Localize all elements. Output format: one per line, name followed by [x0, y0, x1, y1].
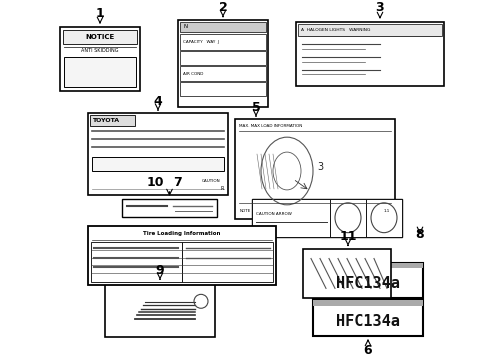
- Text: HFC134a: HFC134a: [335, 276, 399, 291]
- Bar: [182, 242, 272, 282]
- Text: 7: 7: [173, 176, 182, 189]
- Text: MAX. MAX LOAD INFORMATION: MAX. MAX LOAD INFORMATION: [239, 124, 302, 128]
- Text: 8: 8: [415, 228, 424, 241]
- Text: R: R: [220, 186, 224, 192]
- Text: 4: 4: [153, 95, 162, 108]
- Text: 2: 2: [218, 1, 227, 14]
- Bar: [60, 27, 140, 91]
- Bar: [312, 300, 422, 306]
- Bar: [88, 226, 275, 285]
- Text: Tire Loading Information: Tire Loading Information: [143, 231, 220, 236]
- Bar: [180, 22, 265, 32]
- Bar: [251, 199, 401, 237]
- Text: ANTI SKIDDING: ANTI SKIDDING: [81, 48, 119, 53]
- Bar: [297, 24, 441, 36]
- Text: 10: 10: [146, 176, 164, 189]
- Text: N: N: [183, 24, 187, 29]
- Text: 6: 6: [363, 343, 371, 356]
- Bar: [329, 199, 365, 237]
- Bar: [88, 113, 227, 195]
- Text: CAUTION: CAUTION: [201, 179, 220, 183]
- Bar: [178, 20, 267, 107]
- Text: 9: 9: [155, 264, 164, 277]
- Text: 1: 1: [96, 7, 104, 20]
- Text: NOTE: NOTE: [240, 209, 251, 213]
- Bar: [365, 199, 401, 237]
- Bar: [312, 300, 422, 336]
- Text: TOYOTA: TOYOTA: [92, 118, 119, 123]
- Text: AIR COND: AIR COND: [183, 72, 203, 76]
- Text: A  HALOGEN LIGHTS   WARNING: A HALOGEN LIGHTS WARNING: [301, 28, 369, 32]
- Text: CAPACITY   WAY  J: CAPACITY WAY J: [183, 40, 219, 44]
- Text: 1.1: 1.1: [383, 209, 389, 213]
- Text: 11: 11: [339, 230, 356, 243]
- Text: 5: 5: [251, 101, 260, 114]
- Text: 3: 3: [375, 1, 384, 14]
- Bar: [64, 57, 136, 87]
- Bar: [251, 199, 329, 237]
- Bar: [180, 82, 265, 96]
- Bar: [180, 66, 265, 81]
- Text: NOTICE: NOTICE: [85, 34, 114, 40]
- Bar: [303, 249, 390, 298]
- Bar: [312, 262, 422, 269]
- Bar: [180, 51, 265, 64]
- Bar: [92, 157, 224, 171]
- Bar: [91, 242, 182, 282]
- Text: 3: 3: [316, 162, 323, 172]
- Text: CAUTION ARROW: CAUTION ARROW: [256, 212, 291, 216]
- Bar: [105, 282, 215, 337]
- Bar: [122, 199, 217, 217]
- Bar: [235, 119, 394, 219]
- Bar: [90, 115, 135, 126]
- Bar: [295, 22, 443, 86]
- Bar: [312, 262, 422, 298]
- Bar: [63, 30, 137, 44]
- Text: HFC134a: HFC134a: [335, 314, 399, 329]
- Bar: [180, 34, 265, 50]
